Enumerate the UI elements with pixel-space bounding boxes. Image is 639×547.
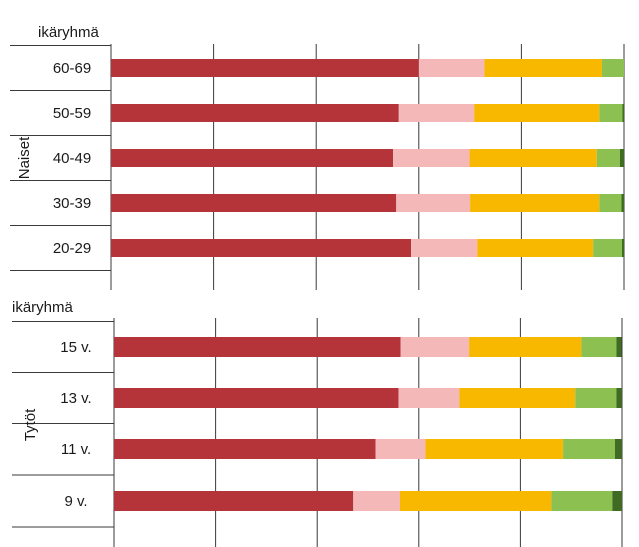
bar-segment (616, 388, 622, 408)
bar-segment (621, 194, 624, 212)
bar-segment (581, 337, 617, 357)
category-separators (12, 321, 114, 528)
bar-segment (593, 239, 622, 257)
bar-segment (614, 439, 622, 459)
category-labels: 15 v. 13 v. 11 v. 9 v. (60, 339, 91, 510)
bar-segment (484, 59, 602, 77)
bar-segment (425, 439, 564, 459)
category-label: 60-69 (53, 60, 91, 77)
panel-header: ikäryhmä (12, 299, 74, 316)
category-label: 15 v. (60, 339, 91, 356)
category-label: 9 v. (64, 493, 87, 510)
bar-segment (400, 491, 552, 511)
bar-segment (393, 149, 470, 167)
bar-segment (477, 239, 594, 257)
category-label: 13 v. (60, 390, 91, 407)
bar-segment (411, 239, 478, 257)
category-label: 30-39 (53, 195, 91, 212)
bar-segment (111, 104, 399, 122)
bar-segment (418, 59, 485, 77)
bar-segment (400, 337, 470, 357)
category-labels: 60-69 50-59 40-49 30-39 20-29 (53, 60, 91, 257)
bar-segment (563, 439, 615, 459)
category-label: 40-49 (53, 150, 91, 167)
bar-segment (470, 194, 600, 212)
group-label: Naiset (16, 136, 33, 179)
bar-segment (398, 104, 475, 122)
bar-segment (469, 149, 597, 167)
bar-segment (599, 104, 623, 122)
bar-segment (599, 194, 622, 212)
category-label: 20-29 (53, 240, 91, 257)
bar-segment (621, 239, 624, 257)
bar-segment (114, 388, 399, 408)
group-label: Tytöt (22, 408, 39, 441)
stacked-bars (114, 337, 622, 511)
bar-segment (596, 149, 620, 167)
bar-segment (114, 337, 401, 357)
bar-segment (111, 149, 394, 167)
category-label: 11 v. (61, 441, 91, 458)
bar-segment (114, 491, 354, 511)
panel-naiset: ikäryhmä 60-69 50-59 40-49 30-39 20-29 Naise… (10, 24, 625, 290)
bar-segment (474, 104, 600, 122)
bar-segment (353, 491, 401, 511)
category-label: 50-59 (53, 105, 91, 122)
bar-segment (551, 491, 613, 511)
stacked-bars (111, 59, 624, 257)
bar-segment (459, 388, 576, 408)
bar-segment (575, 388, 617, 408)
bar-segment (111, 239, 412, 257)
category-separators (10, 45, 111, 271)
bar-segment (612, 491, 622, 511)
bar-segment (619, 149, 624, 167)
bar-segment (398, 388, 460, 408)
bar-segment (375, 439, 426, 459)
bar-segment (111, 59, 419, 77)
bar-segment (396, 194, 471, 212)
bar-segment (469, 337, 582, 357)
bar-segment (622, 104, 624, 122)
panel-header: ikäryhmä (38, 24, 100, 41)
bar-segment (601, 59, 624, 77)
bar-segment (111, 194, 397, 212)
panel-tytot: ikäryhmä 15 v. 13 v. 11 v. 9 v. Tytöt (12, 299, 623, 547)
bar-segment (616, 337, 622, 357)
bar-segment (114, 439, 376, 459)
